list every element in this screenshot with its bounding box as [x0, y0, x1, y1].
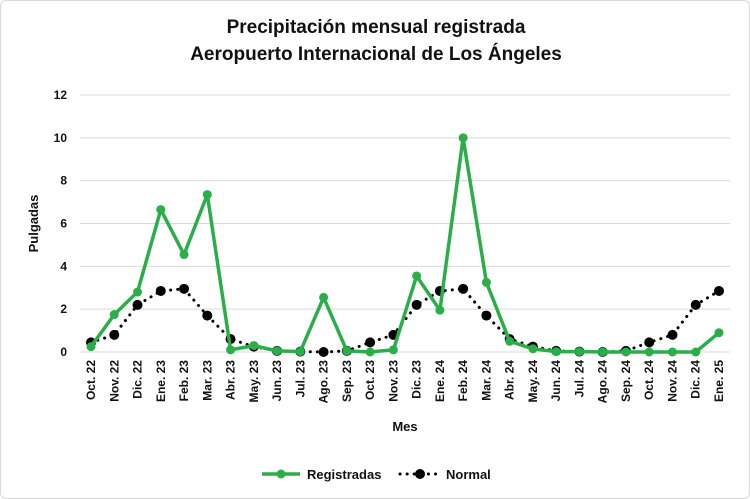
legend-label-normal: Normal	[446, 467, 491, 482]
data-point-registradas	[156, 205, 166, 215]
x-tick-label: Abr. 24	[503, 360, 517, 400]
data-point-registradas	[621, 347, 631, 357]
data-point-registradas	[202, 190, 212, 200]
x-tick-label: Dic. 22	[131, 360, 145, 399]
data-point-normal	[458, 283, 469, 294]
x-tick-label: Ene. 23	[154, 360, 168, 402]
data-point-registradas	[574, 347, 584, 357]
x-tick-label: Oct. 23	[363, 360, 377, 400]
data-point-normal	[714, 285, 724, 296]
y-tick-label: 6	[60, 217, 67, 231]
series-line-registradas	[89, 136, 721, 354]
data-point-registradas	[551, 347, 561, 357]
data-point-registradas	[505, 336, 515, 346]
x-tick-label: Jun. 24	[549, 360, 563, 402]
data-point-normal	[155, 285, 166, 296]
x-tick-label: Jun. 23	[270, 360, 284, 402]
data-point-normal	[644, 337, 655, 348]
x-tick-label: Mar. 23	[200, 360, 214, 401]
x-axis-title: Mes	[392, 419, 417, 434]
data-point-registradas	[435, 305, 445, 315]
x-tick-label: Oct. 24	[642, 360, 656, 400]
data-point-registradas	[109, 310, 119, 320]
legend-swatch-marker-normal	[415, 469, 425, 479]
data-point-registradas	[226, 345, 236, 355]
chart-title: Precipitación mensual registrada Aeropue…	[1, 14, 750, 68]
data-point-registradas	[295, 347, 305, 357]
data-point-registradas	[342, 346, 352, 356]
x-tick-label: Ago. 24	[596, 360, 610, 404]
data-point-normal	[109, 329, 120, 340]
y-tick-label: 4	[60, 259, 67, 273]
data-point-normal	[690, 299, 701, 310]
x-tick-label: Feb. 23	[177, 360, 191, 402]
x-tick-label: Abr. 23	[224, 360, 238, 400]
x-tick-label: Oct. 22	[84, 360, 98, 400]
chart-title-line-2: Aeropuerto Internacional de Los Ángeles	[190, 44, 562, 65]
series-line-normal	[89, 287, 721, 354]
data-point-registradas	[319, 292, 329, 302]
data-point-normal	[481, 310, 492, 321]
data-point-registradas	[644, 347, 654, 357]
data-point-registradas	[714, 328, 724, 338]
data-point-registradas	[133, 287, 143, 297]
data-point-registradas	[365, 347, 375, 357]
data-point-registradas	[412, 271, 422, 281]
legend-swatch-marker-registradas	[276, 469, 286, 479]
data-point-registradas	[458, 133, 468, 143]
x-tick-label: Dic. 23	[410, 360, 424, 399]
y-tick-label: 8	[60, 174, 67, 188]
x-tick-label: Ene. 25	[712, 360, 726, 402]
data-point-registradas	[598, 347, 608, 357]
legend-label-registradas: Registradas	[307, 467, 381, 482]
x-tick-label: May. 23	[247, 360, 261, 403]
y-tick-label: 2	[60, 302, 67, 316]
y-tick-label: 0	[60, 345, 67, 359]
data-point-registradas	[179, 250, 189, 260]
y-axis-title: Pulgadas	[26, 195, 41, 253]
x-tick-label: Ago. 23	[317, 360, 331, 404]
x-tick-label: Sep. 24	[619, 360, 633, 402]
data-point-registradas	[272, 346, 282, 356]
data-point-registradas	[481, 277, 491, 287]
data-point-normal	[132, 299, 143, 310]
data-point-registradas	[249, 341, 259, 351]
x-tick-label: Nov. 23	[386, 360, 400, 402]
data-point-registradas	[528, 344, 538, 354]
x-tick-label: Dic. 24	[689, 360, 703, 399]
x-tick-label: Ene. 24	[433, 360, 447, 402]
data-point-normal	[179, 283, 190, 294]
y-tick-label: 10	[54, 131, 68, 145]
x-tick-label: Jul. 24	[572, 360, 586, 398]
data-point-registradas	[691, 347, 701, 357]
x-tick-label: Nov. 24	[665, 360, 679, 402]
y-tick-label: 12	[54, 88, 68, 102]
data-point-normal	[202, 310, 213, 321]
data-point-normal	[365, 337, 376, 348]
data-point-normal	[411, 299, 422, 310]
x-tick-label: Sep. 23	[340, 360, 354, 402]
x-tick-label: Feb. 24	[456, 360, 470, 402]
x-tick-label: May. 24	[526, 360, 540, 403]
data-point-normal	[318, 347, 329, 357]
data-point-registradas	[86, 342, 96, 352]
x-tick-label: Mar. 24	[479, 360, 493, 401]
x-tick-label: Nov. 22	[107, 360, 121, 402]
x-tick-label: Jul. 23	[293, 360, 307, 398]
data-point-registradas	[388, 345, 398, 355]
data-point-registradas	[667, 347, 677, 357]
data-point-normal	[667, 329, 678, 340]
chart-title-line-1: Precipitación mensual registrada	[226, 17, 526, 38]
